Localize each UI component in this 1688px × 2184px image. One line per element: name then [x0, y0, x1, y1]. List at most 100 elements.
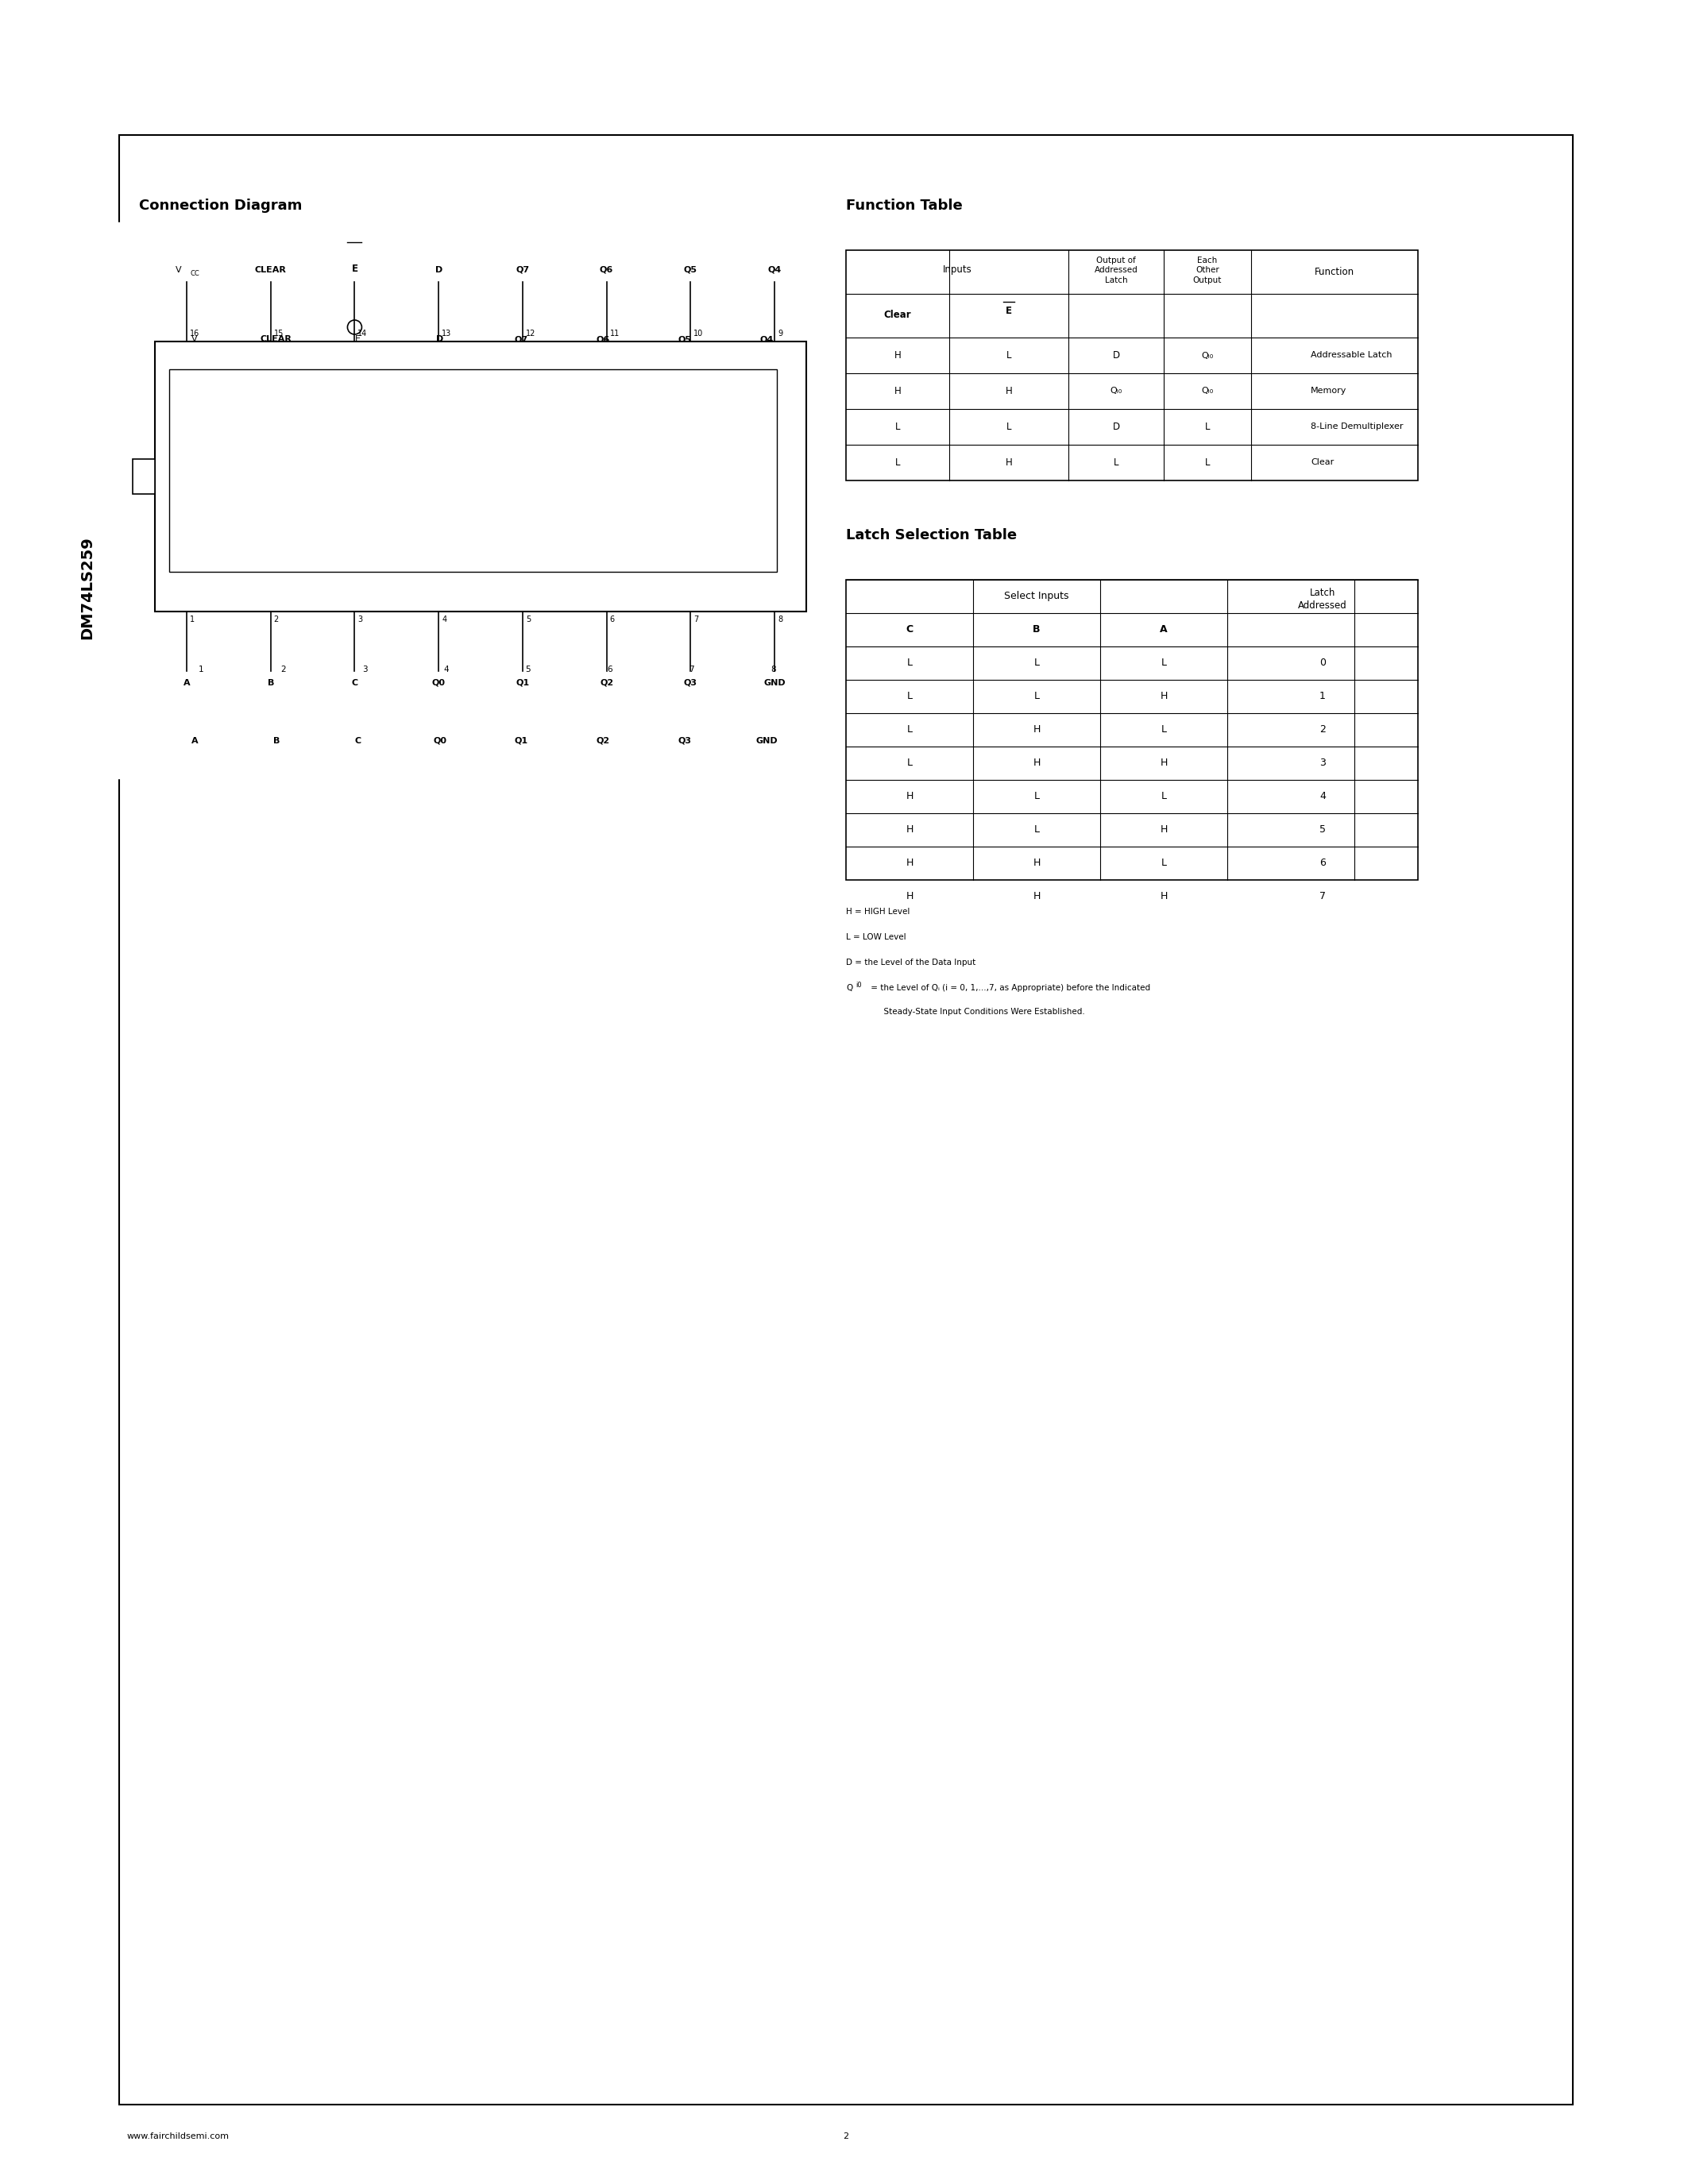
Text: H: H: [1160, 692, 1168, 701]
Text: www.fairchildsemi.com: www.fairchildsemi.com: [127, 2132, 230, 2140]
Text: 1: 1: [199, 666, 204, 673]
Text: B: B: [1033, 625, 1040, 636]
Text: CLEAR: CLEAR: [260, 334, 292, 343]
Text: CC: CC: [204, 343, 214, 352]
Text: Function Table: Function Table: [846, 199, 962, 212]
Text: H: H: [895, 387, 901, 395]
Text: 3: 3: [1320, 758, 1325, 769]
Text: L: L: [1205, 422, 1210, 432]
Text: 1: 1: [1320, 692, 1325, 701]
Bar: [846, 251, 1418, 480]
Text: L: L: [1033, 791, 1040, 802]
Text: D: D: [436, 334, 444, 343]
Text: Qᵢ₀: Qᵢ₀: [1111, 387, 1123, 395]
Text: Inputs: Inputs: [942, 264, 972, 275]
Text: 10: 10: [689, 406, 699, 415]
Text: 15: 15: [273, 330, 284, 339]
Text: Q: Q: [846, 985, 852, 992]
Text: 4: 4: [444, 666, 449, 673]
Text: Q4: Q4: [760, 334, 773, 343]
Text: L: L: [895, 422, 900, 432]
Text: E: E: [354, 334, 361, 343]
Bar: [155, 341, 807, 612]
Text: 12: 12: [525, 406, 535, 415]
Text: Steady-State Input Conditions Were Established.: Steady-State Input Conditions Were Estab…: [868, 1007, 1085, 1016]
Text: 16: 16: [189, 330, 199, 339]
Text: D: D: [436, 266, 442, 273]
Text: H: H: [1033, 858, 1040, 869]
Text: L: L: [1033, 692, 1040, 701]
Text: Qᵢ₀: Qᵢ₀: [1202, 387, 1214, 395]
Text: H: H: [906, 791, 913, 802]
Text: H: H: [1033, 891, 1040, 902]
Text: Q3: Q3: [684, 679, 697, 688]
Text: Output of
Addressed
Latch: Output of Addressed Latch: [1094, 256, 1138, 284]
Text: L: L: [1006, 422, 1011, 432]
Text: Memory: Memory: [1310, 387, 1347, 395]
Text: Clear: Clear: [885, 310, 912, 321]
Text: 1: 1: [189, 616, 194, 622]
Text: = the Level of Qᵢ (i = 0, 1,...,7, as Appropriate) before the Indicated: = the Level of Qᵢ (i = 0, 1,...,7, as Ap…: [868, 985, 1150, 992]
Text: Q0: Q0: [432, 679, 446, 688]
Text: 13: 13: [442, 330, 451, 339]
Text: Each
Other
Output: Each Other Output: [1193, 256, 1222, 284]
Text: 2: 2: [1320, 725, 1325, 736]
Text: 7: 7: [694, 616, 699, 622]
Text: Q7: Q7: [517, 266, 530, 273]
Text: i0: i0: [856, 981, 861, 989]
Text: Q0: Q0: [434, 736, 447, 745]
Text: Connection Diagram: Connection Diagram: [138, 199, 302, 212]
Text: 12: 12: [525, 330, 535, 339]
Text: Q5: Q5: [679, 334, 692, 343]
Text: 2: 2: [280, 666, 285, 673]
Text: Q2: Q2: [596, 736, 609, 745]
Text: H: H: [1160, 891, 1168, 902]
Text: H = HIGH Level: H = HIGH Level: [846, 909, 910, 915]
Text: 0: 0: [1320, 657, 1325, 668]
Text: Q5: Q5: [684, 266, 697, 273]
Text: H: H: [906, 826, 913, 834]
Text: Addressable Latch: Addressable Latch: [1310, 352, 1393, 360]
Text: 15: 15: [280, 406, 290, 415]
Text: Latch Selection Table: Latch Selection Table: [846, 529, 1016, 542]
Text: C: C: [351, 679, 358, 688]
Text: A: A: [184, 679, 191, 688]
Bar: [132, 524, 155, 557]
Text: H: H: [1006, 387, 1013, 395]
Text: 6: 6: [608, 666, 613, 673]
Text: L: L: [1161, 858, 1166, 869]
Text: Q6: Q6: [596, 334, 609, 343]
Text: 2: 2: [844, 2132, 849, 2140]
Text: H: H: [906, 858, 913, 869]
Text: DM74LS259: DM74LS259: [79, 537, 95, 640]
Text: 5: 5: [525, 616, 530, 622]
Text: H: H: [1033, 725, 1040, 736]
Text: E: E: [1006, 306, 1013, 317]
Text: Function: Function: [1315, 266, 1354, 277]
Text: 5: 5: [525, 666, 530, 673]
Text: A: A: [191, 736, 197, 745]
Text: H: H: [895, 349, 901, 360]
Text: L: L: [906, 692, 912, 701]
Text: Q4: Q4: [768, 266, 782, 273]
Text: H: H: [906, 891, 913, 902]
Bar: [133, 459, 155, 494]
Text: L = LOW Level: L = LOW Level: [846, 933, 906, 941]
Text: 16: 16: [199, 406, 209, 415]
Text: L: L: [1161, 657, 1166, 668]
Text: B: B: [273, 736, 280, 745]
Text: C: C: [906, 625, 913, 636]
Text: H: H: [1160, 826, 1168, 834]
Text: GND: GND: [756, 736, 778, 745]
Text: Q7: Q7: [515, 334, 528, 343]
Text: 6: 6: [1320, 858, 1325, 869]
Text: 13: 13: [444, 406, 454, 415]
Text: Qᵢ₀: Qᵢ₀: [1202, 352, 1214, 360]
Text: 14: 14: [358, 330, 368, 339]
Text: C: C: [354, 736, 361, 745]
Text: Q6: Q6: [599, 266, 613, 273]
Text: 4: 4: [442, 616, 447, 622]
Text: GND: GND: [763, 679, 785, 688]
Text: E: E: [351, 264, 358, 273]
Text: V: V: [176, 266, 182, 273]
